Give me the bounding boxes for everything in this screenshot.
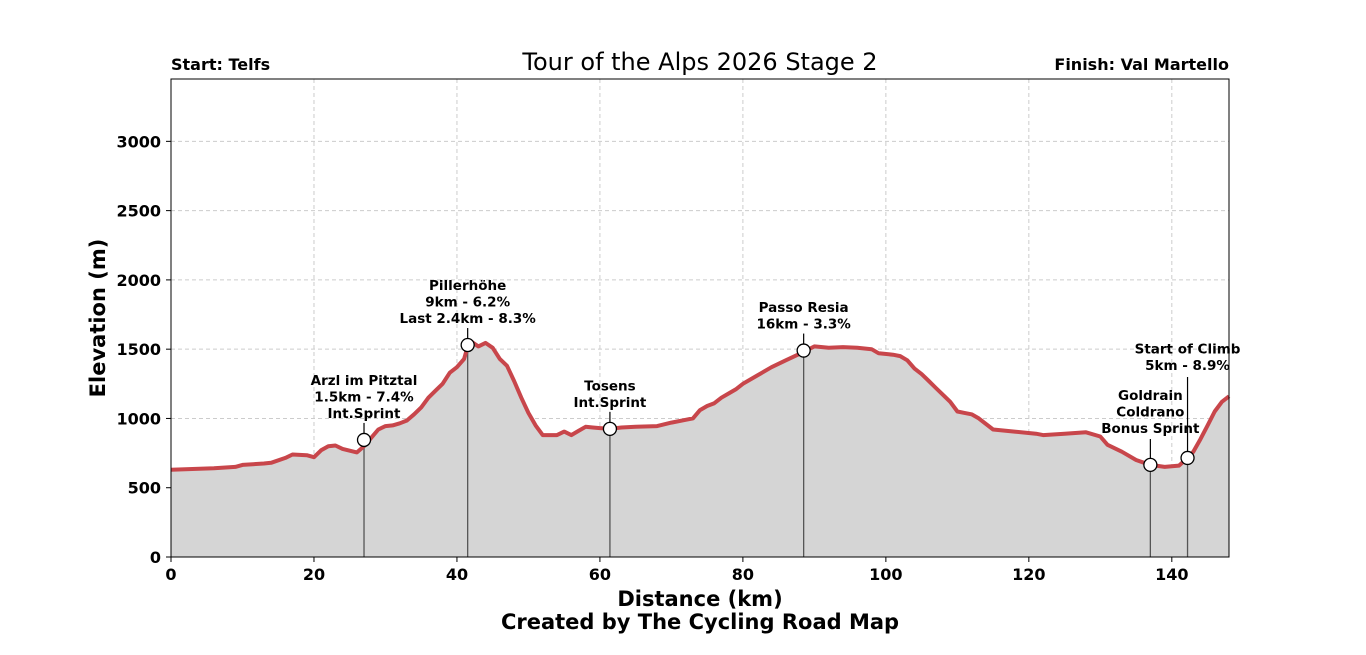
- annotation-label: Start of Climb: [1135, 342, 1241, 358]
- annotation-label: Arzl im Pitztal: [311, 373, 418, 389]
- y-tick-label: 2000: [116, 271, 161, 290]
- elevation-area-fill: [171, 341, 1229, 557]
- annotation-label: 9km - 6.2%: [425, 295, 510, 311]
- x-tick-label: 60: [589, 565, 611, 584]
- marker-circle-icon: [1143, 457, 1158, 473]
- x-axis-label: Distance (km): [617, 587, 782, 611]
- x-axis-ticks: 0 20 40 60 80 100 120 140: [165, 557, 1189, 584]
- climb-markers: [356, 337, 1195, 473]
- marker-circle-icon: [602, 421, 618, 436]
- plot-frame: [170, 78, 1230, 558]
- annotation-label: Int.Sprint: [573, 395, 646, 411]
- y-tick-label: 1000: [116, 409, 161, 428]
- finish-label: Finish: Val Martello: [1054, 55, 1229, 74]
- annotation-label: Bonus Sprint: [1101, 421, 1200, 437]
- y-axis-ticks: 0 500 1000 1500 2000 2500 3000: [116, 132, 171, 567]
- annotation-label: 5km - 8.9%: [1145, 358, 1230, 374]
- annotation-label: Tosens: [584, 378, 636, 394]
- annotation-label: Pillerhöhe: [429, 278, 506, 294]
- marker-circle-icon: [796, 343, 811, 358]
- marker-circle-icon: [1180, 450, 1195, 466]
- elevation-profile-line: [170, 339, 1231, 472]
- x-tick-label: 100: [869, 565, 902, 584]
- x-tick-label: 0: [165, 565, 176, 584]
- annotation-label: Passo Resia: [759, 300, 849, 316]
- y-tick-label: 0: [150, 548, 161, 567]
- x-tick-label: 140: [1155, 565, 1188, 584]
- y-tick-label: 1500: [116, 340, 161, 359]
- start-label: Start: Telfs: [171, 55, 270, 74]
- y-tick-label: 500: [128, 479, 161, 498]
- x-tick-label: 120: [1012, 565, 1045, 584]
- x-tick-label: 80: [732, 565, 754, 584]
- marker-lines: [363, 345, 1189, 557]
- y-tick-label: 2500: [116, 202, 161, 221]
- y-axis-label: Elevation (m): [86, 239, 110, 398]
- marker-circle-icon: [460, 337, 475, 353]
- x-tick-label: 40: [446, 565, 468, 584]
- annotation-label: Goldrain: [1118, 388, 1183, 404]
- x-tick-label: 20: [303, 565, 325, 584]
- credit-label: Created by The Cycling Road Map: [501, 610, 899, 634]
- marker-circle-icon: [356, 432, 372, 448]
- y-tick-label: 3000: [116, 132, 161, 151]
- annotation-label: 1.5km - 7.4%: [314, 389, 414, 405]
- annotation-label: Last 2.4km - 8.3%: [400, 311, 537, 327]
- annotation-label: 16km - 3.3%: [757, 317, 852, 333]
- annotation-label: Coldrano: [1116, 405, 1184, 421]
- annotation-label: Int.Sprint: [328, 406, 401, 422]
- chart-title: Tour of the Alps 2026 Stage 2: [521, 48, 877, 76]
